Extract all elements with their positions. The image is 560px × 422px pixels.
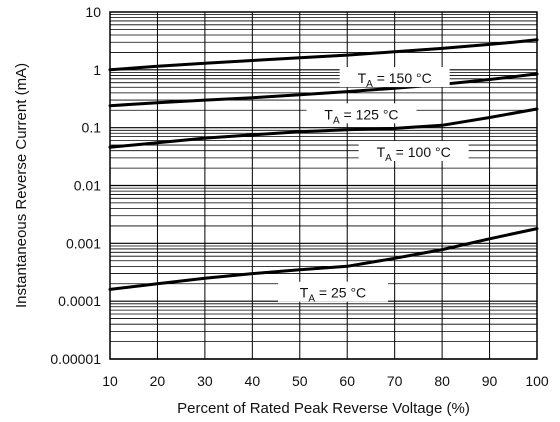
series-line-3 xyxy=(108,227,539,291)
x-tick-label: 40 xyxy=(245,373,261,389)
x-tick-label: 70 xyxy=(387,373,403,389)
x-tick-label: 50 xyxy=(292,373,308,389)
series-label-2: TA = 100 °C xyxy=(377,144,451,164)
plot-frame xyxy=(109,11,538,360)
x-tick-label: 80 xyxy=(434,373,450,389)
series-label-background xyxy=(277,281,388,302)
y-tick-label: 0.1 xyxy=(82,120,102,136)
x-tick-label: 60 xyxy=(339,373,355,389)
series-curves xyxy=(108,38,539,291)
series-line-2 xyxy=(108,107,539,149)
series-label-background xyxy=(358,140,469,161)
x-tick-label: 30 xyxy=(197,373,213,389)
series-label-1: TA = 125 °C xyxy=(324,106,398,126)
x-tick-label: 100 xyxy=(525,373,549,389)
series-line-1 xyxy=(108,72,539,108)
y-axis-title: Instantaneous Reverse Current (mA) xyxy=(13,63,30,308)
x-tick-labels: 10 20 30 40 50 60 70 80 90 100 xyxy=(102,373,549,389)
y-tick-labels: 10 1 0.1 0.01 0.001 0.0001 0.00001 xyxy=(50,4,101,367)
y-tick-label: 0.01 xyxy=(74,178,101,194)
x-axis-title: Percent of Rated Peak Reverse Voltage (%… xyxy=(177,400,470,417)
series-label-3: TA = 25 °C xyxy=(300,285,366,305)
x-tick-label: 90 xyxy=(482,373,498,389)
series-label-background xyxy=(339,67,450,88)
series-label-0: TA = 150 °C xyxy=(358,70,432,90)
series-label-background xyxy=(306,103,417,124)
series-labels: TA = 150 °C TA = 125 °C TA = 100 °C TA = 25… xyxy=(277,67,469,305)
y-tick-label: 0.0001 xyxy=(58,293,101,309)
y-tick-label: 0.00001 xyxy=(50,351,101,367)
x-tick-label: 20 xyxy=(150,373,166,389)
y-tick-label: 10 xyxy=(85,4,101,20)
x-tick-label: 10 xyxy=(102,373,118,389)
series-line-0 xyxy=(108,38,539,72)
y-tick-label: 0.001 xyxy=(66,235,101,251)
y-tick-label: 1 xyxy=(93,62,101,78)
